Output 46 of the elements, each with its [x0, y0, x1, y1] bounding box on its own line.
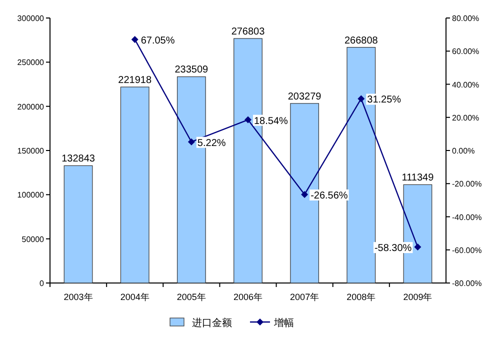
point — [301, 190, 308, 198]
x-tick-label: 2006年 — [233, 292, 263, 302]
data-label: -26.56% — [310, 190, 348, 202]
x-tick-label: 2008年 — [346, 292, 376, 302]
data-label: 111349 — [402, 172, 434, 184]
y2-tick-label: -60.00% — [452, 246, 482, 255]
y-tick-label: 0 — [40, 279, 45, 288]
x-tick-label: 2005年 — [176, 292, 206, 302]
point — [244, 116, 252, 124]
y2-tick-label: 60.00% — [452, 47, 480, 56]
y-tick-label: 50000 — [22, 234, 45, 244]
data-label: 5.22% — [197, 138, 226, 149]
bar — [64, 165, 93, 284]
x-tick-label: 2003年 — [64, 292, 93, 302]
y2-tick-label: 0.00% — [452, 146, 475, 156]
data-label: 18.54% — [254, 116, 288, 127]
data-label: 31.25% — [367, 94, 402, 106]
y-tick-label: 100000 — [17, 190, 45, 200]
data-label: 203279 — [288, 91, 322, 102]
y2-tick-label: -40.00% — [452, 212, 482, 222]
y2-tick-label: 80.00% — [452, 14, 480, 23]
data-label: -58.30% — [374, 243, 412, 254]
x-tick-label: 2007年 — [290, 292, 320, 302]
y-tick-label: 150000 — [17, 146, 45, 156]
data-label: 67.05% — [140, 35, 175, 46]
y2-tick-label: 40.00% — [452, 80, 480, 90]
y2-tick-label: 20.00% — [452, 113, 480, 122]
x-tick-label: 2009年 — [403, 292, 432, 302]
data-label: 233509 — [174, 64, 209, 76]
point — [358, 95, 365, 102]
point — [188, 138, 195, 146]
y-tick-label: 300000 — [17, 14, 45, 23]
data-label: 221918 — [118, 74, 152, 86]
y2-tick-label: -20.00% — [452, 180, 482, 189]
y-tick-label: 200000 — [17, 102, 45, 112]
x-tick-label: 2004年 — [120, 292, 150, 302]
data-label: 266808 — [344, 35, 378, 46]
point — [131, 36, 138, 43]
bar — [120, 86, 150, 284]
data-label: 132843 — [62, 154, 96, 165]
legend-label: 进口金额 — [192, 317, 232, 329]
legend-label: 增幅 — [273, 317, 294, 329]
point — [414, 244, 422, 251]
y2-tick-label: -80.00% — [452, 279, 482, 288]
data-label: 276803 — [231, 26, 266, 38]
y-tick-label: 250000 — [17, 58, 45, 68]
